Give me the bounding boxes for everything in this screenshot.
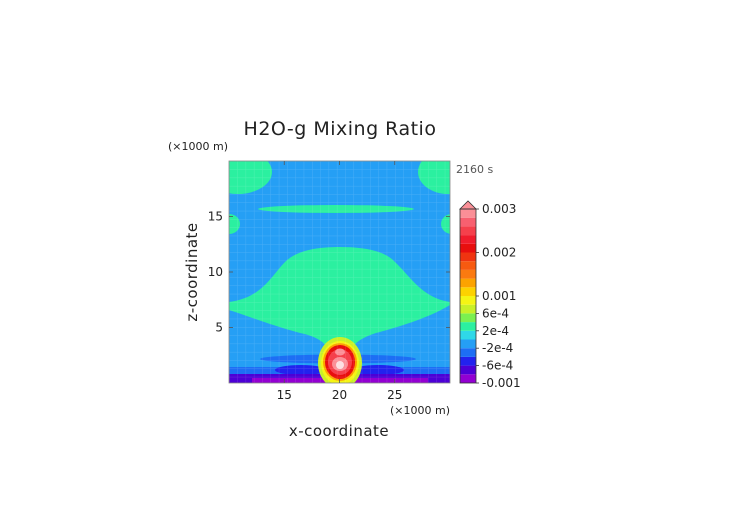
colorbar-swatch-19: [460, 209, 476, 218]
colorbar-tick-label-2: 0.001: [482, 289, 516, 303]
colorbar-swatch-11: [460, 278, 476, 288]
colorbar-swatch-5: [460, 330, 476, 340]
colorbar-tick-label-3: 6e-4: [482, 306, 509, 320]
heatmap-field: [229, 161, 450, 383]
y-tick-label-0: 5: [215, 321, 223, 335]
colorbar-swatch-14: [460, 252, 476, 262]
x-tick-label-2: 25: [387, 388, 402, 402]
colorbar-extend-arrow: [459, 200, 477, 210]
y-tick-label-2: 15: [208, 210, 223, 224]
colorbar-tick-label-5: -2e-4: [482, 341, 513, 355]
colorbar-tick-label-1: 0.002: [482, 246, 516, 260]
colorbar-swatch-12: [460, 269, 476, 279]
x-unit-label: (×1000 m): [390, 404, 450, 417]
colorbar-swatch-2: [460, 356, 476, 366]
chart-title: H2O-g Mixing Ratio: [244, 118, 437, 140]
colorbar-swatch-8: [460, 304, 476, 314]
colorbar-tick-label-6: -6e-4: [482, 359, 513, 373]
y-axis-label: z-coordinate: [183, 222, 201, 321]
colorbar-swatch-3: [460, 348, 476, 357]
colorbar-swatch-15: [460, 243, 476, 253]
x-axis-label: x-coordinate: [289, 422, 389, 440]
colorbar-swatch-1: [460, 365, 476, 375]
x-tick-label-1: 20: [332, 388, 347, 402]
x-tick-label-0: 15: [277, 388, 292, 402]
y-tick-label-1: 10: [208, 265, 223, 279]
colorbar-tick-label-0: 0.003: [482, 202, 516, 216]
colorbar-swatch-16: [460, 235, 476, 244]
colorbar-swatch-4: [460, 339, 476, 349]
axis-ticks: 15 20 25 5 10 15: [208, 161, 450, 402]
field-cell-grid: [229, 161, 450, 383]
colorbar: 0.003 0.002 0.001 6e-4 2e-4 -2e-4 -6e-4 -0.001: [459, 200, 521, 390]
colorbar-swatch-9: [460, 296, 476, 305]
y-unit-label: (×1000 m): [168, 140, 228, 153]
colorbar-swatch-10: [460, 287, 476, 296]
colorbar-tick-label-4: 2e-4: [482, 324, 509, 338]
colorbar-swatch-0: [460, 374, 476, 383]
colorbar-swatch-6: [460, 322, 476, 331]
colorbar-swatch-17: [460, 226, 476, 236]
colorbar-swatch-7: [460, 313, 476, 323]
colorbar-swatch-13: [460, 261, 476, 270]
colorbar-swatch-18: [460, 217, 476, 227]
time-label: 2160 s: [456, 163, 493, 176]
colorbar-tick-label-7: -0.001: [482, 376, 521, 390]
